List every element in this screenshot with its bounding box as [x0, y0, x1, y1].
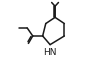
Text: HN: HN: [43, 48, 57, 57]
